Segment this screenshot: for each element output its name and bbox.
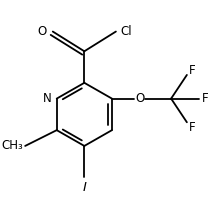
Text: CH₃: CH₃ bbox=[2, 139, 23, 152]
Text: N: N bbox=[43, 92, 52, 105]
Text: F: F bbox=[189, 121, 196, 134]
Text: F: F bbox=[189, 64, 196, 76]
Text: O: O bbox=[38, 25, 47, 38]
Text: O: O bbox=[135, 92, 144, 105]
Text: F: F bbox=[202, 92, 208, 105]
Text: Cl: Cl bbox=[121, 25, 133, 38]
Text: I: I bbox=[82, 181, 86, 194]
